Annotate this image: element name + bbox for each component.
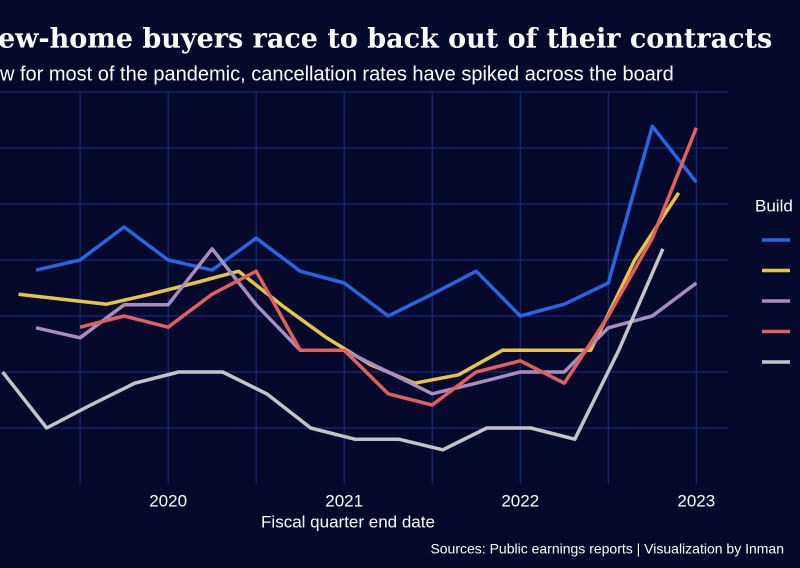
- series-line: [35, 124, 698, 318]
- series-line: [79, 127, 698, 407]
- series-line: [1, 248, 665, 452]
- lines: [1, 124, 698, 452]
- legend-title: Build: [755, 196, 793, 215]
- chart-subtitle: w for most of the pandemic, cancellation…: [0, 63, 674, 85]
- x-tick-label: 2022: [501, 491, 539, 510]
- x-tick-label: 2021: [325, 491, 363, 510]
- x-axis-title: Fiscal quarter end date: [261, 512, 435, 531]
- source: Sources: Public earnings reports | Visua…: [430, 541, 784, 557]
- chart-title: ew-home buyers race to back out of their…: [0, 24, 772, 55]
- x-tick-label: 2023: [677, 491, 715, 510]
- x-tick-label: 2020: [149, 491, 187, 510]
